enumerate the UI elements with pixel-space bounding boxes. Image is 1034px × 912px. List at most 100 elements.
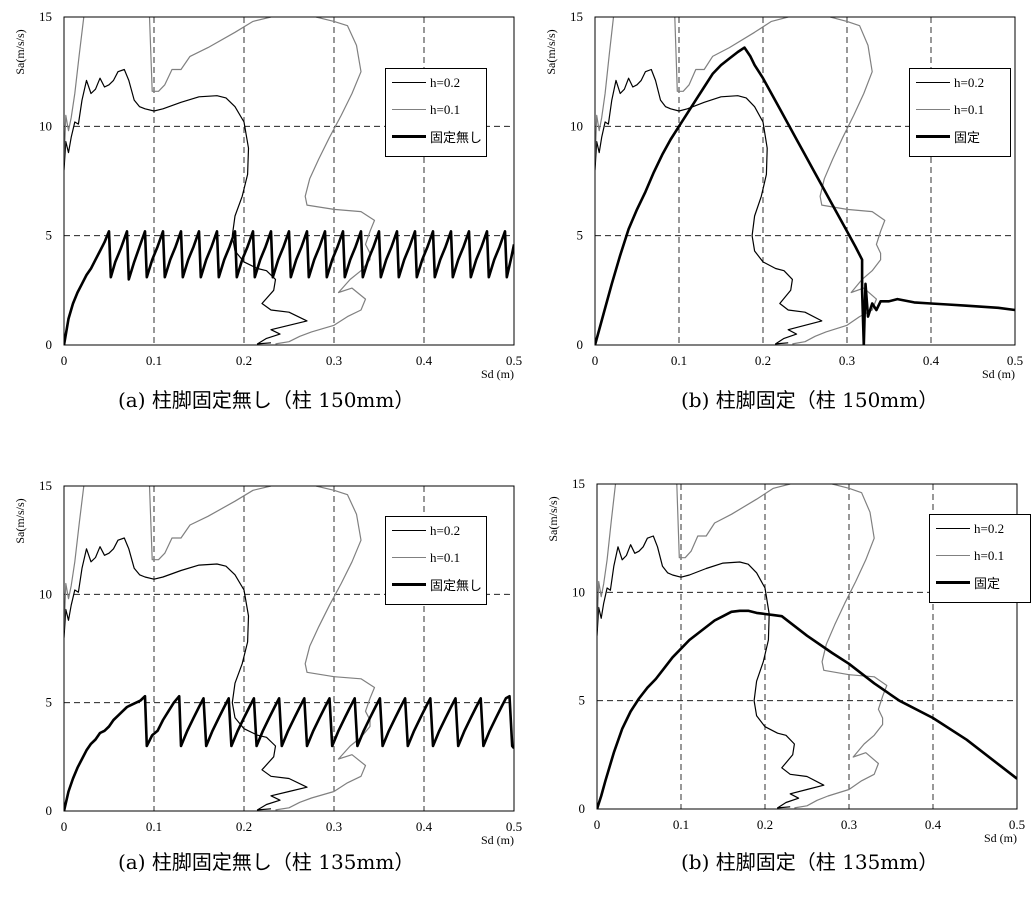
- legend-item: h=0.2: [386, 517, 486, 544]
- legend-item: h=0.1: [386, 96, 486, 123]
- chart-svg: 0 0.1 0.2 0.3 0.4 0.5 0 5 10 15 Sd (m) Sa(m/s/s): [13, 9, 522, 381]
- legend-label: 固定無し: [430, 578, 483, 593]
- series-line: [794, 484, 888, 809]
- legend-swatch: [392, 557, 426, 558]
- x-tick-label: 0.4: [925, 817, 942, 832]
- legend-label: 固定無し: [430, 130, 483, 145]
- legend-swatch: [916, 135, 950, 138]
- y-tick-label: 5: [46, 695, 53, 710]
- legend-label: h=0.1: [430, 549, 461, 565]
- y-tick-label: 0: [579, 801, 586, 816]
- series-line: [595, 46, 1015, 345]
- series-line: [792, 17, 886, 345]
- x-axis-label: Sd (m): [481, 833, 514, 847]
- chart-panel-b-135: 0 0.1 0.2 0.3 0.4 0.5 0 5 10 15 Sd (m) Sa(m/s/s) h=…: [517, 456, 1034, 912]
- x-tick-label: 0: [61, 353, 68, 368]
- x-tick-label: 0.3: [326, 819, 342, 834]
- chart-panel-b-150: 0 0.1 0.2 0.3 0.4 0.5 0 5 10 15 Sd (m) Sa(m/s/s) h=…: [517, 0, 1034, 456]
- chart-legend: h=0.2 h=0.1 固定: [909, 68, 1011, 157]
- legend-swatch: [392, 530, 426, 531]
- chart-panel-a-150: 0 0.1 0.2 0.3 0.4 0.5 0 5 10 15 Sd (m) Sa(m/s/s) h=…: [0, 0, 522, 456]
- legend-item: h=0.2: [910, 69, 1010, 96]
- legend-label: h=0.2: [954, 74, 985, 90]
- x-tick-label: 0: [61, 819, 68, 834]
- y-axis-label: Sa(m/s/s): [13, 29, 27, 74]
- figure-caption: (b) 柱脚固定（柱 150mm）: [681, 388, 939, 412]
- legend-item: h=0.2: [930, 515, 1030, 542]
- legend-item: h=0.1: [930, 542, 1030, 569]
- chart-legend: h=0.2 h=0.1 固定: [929, 514, 1031, 603]
- y-tick-label: 15: [570, 9, 583, 24]
- legend-item: 固定無し: [386, 123, 486, 150]
- chart-legend: h=0.2 h=0.1 固定無し: [385, 68, 487, 157]
- series-line: [275, 17, 376, 345]
- x-tick-label: 0: [592, 353, 599, 368]
- legend-label: h=0.2: [430, 74, 461, 90]
- legend-item: h=0.1: [910, 96, 1010, 123]
- x-tick-label: 0.1: [671, 353, 687, 368]
- x-axis-label: Sd (m): [481, 367, 514, 381]
- x-tick-label: 0.4: [416, 819, 433, 834]
- x-axis-label: Sd (m): [984, 831, 1017, 845]
- x-tick-label: 0.2: [236, 819, 252, 834]
- y-axis-label: Sa(m/s/s): [13, 498, 27, 543]
- y-tick-label: 10: [39, 118, 52, 133]
- legend-item: 固定: [930, 569, 1030, 596]
- series-line: [597, 609, 1017, 809]
- legend-label: 固定: [954, 130, 981, 145]
- y-tick-label: 0: [46, 337, 53, 352]
- legend-swatch: [392, 82, 426, 83]
- legend-label: h=0.1: [974, 547, 1005, 563]
- figure-caption: (a) 柱脚固定無し（柱 150mm）: [118, 388, 415, 412]
- series-line: [597, 484, 617, 630]
- legend-item: h=0.2: [386, 69, 486, 96]
- series-line: [595, 68, 823, 345]
- y-axis-label: Sa(m/s/s): [544, 29, 558, 74]
- series-line: [595, 17, 615, 164]
- y-tick-label: 10: [39, 586, 52, 601]
- x-tick-label: 0.5: [506, 819, 522, 834]
- y-tick-label: 0: [46, 803, 53, 818]
- series-line: [64, 68, 308, 345]
- legend-item: 固定無し: [386, 571, 486, 598]
- legend-label: h=0.2: [974, 520, 1005, 536]
- chart-panel-a-135: 0 0.1 0.2 0.3 0.4 0.5 0 5 10 15 Sd (m) Sa(m/s/s) h=…: [0, 456, 522, 912]
- series-line: [597, 535, 825, 809]
- legend-label: h=0.2: [430, 522, 461, 538]
- chart-svg: 0 0.1 0.2 0.3 0.4 0.5 0 5 10 15 Sd (m) Sa(m/s/s): [544, 9, 1023, 381]
- legend-swatch: [392, 583, 426, 586]
- legend-swatch: [916, 82, 950, 83]
- y-tick-label: 15: [39, 478, 52, 493]
- x-tick-label: 0.5: [1009, 817, 1025, 832]
- y-tick-label: 5: [577, 228, 584, 243]
- legend-label: h=0.1: [430, 101, 461, 117]
- legend-item: 固定: [910, 123, 1010, 150]
- legend-label: h=0.1: [954, 101, 985, 117]
- plot-frame: [594, 16, 1016, 346]
- legend-swatch: [936, 555, 970, 556]
- x-tick-label: 0.1: [146, 353, 162, 368]
- x-tick-label: 0.3: [841, 817, 857, 832]
- series-line: [674, 17, 789, 92]
- chart-svg: 0 0.1 0.2 0.3 0.4 0.5 0 5 10 15 Sd (m) Sa(m/s/s): [546, 476, 1025, 845]
- series-line: [148, 17, 272, 92]
- series-line: [64, 17, 85, 164]
- x-tick-label: 0: [594, 817, 601, 832]
- x-tick-label: 0.4: [416, 353, 433, 368]
- x-tick-label: 0.2: [236, 353, 252, 368]
- series-line: [64, 537, 308, 811]
- series-line: [64, 694, 514, 811]
- legend-swatch: [392, 109, 426, 110]
- y-tick-label: 10: [570, 118, 583, 133]
- y-tick-label: 15: [572, 476, 585, 491]
- series-line: [676, 484, 791, 559]
- x-tick-label: 0.1: [146, 819, 162, 834]
- y-tick-label: 10: [572, 584, 585, 599]
- x-tick-label: 0.2: [757, 817, 773, 832]
- x-tick-label: 0.1: [673, 817, 689, 832]
- legend-swatch: [936, 581, 970, 584]
- x-tick-label: 0.5: [506, 353, 522, 368]
- y-tick-label: 5: [579, 693, 586, 708]
- series-line: [64, 230, 514, 345]
- series-line: [275, 486, 376, 811]
